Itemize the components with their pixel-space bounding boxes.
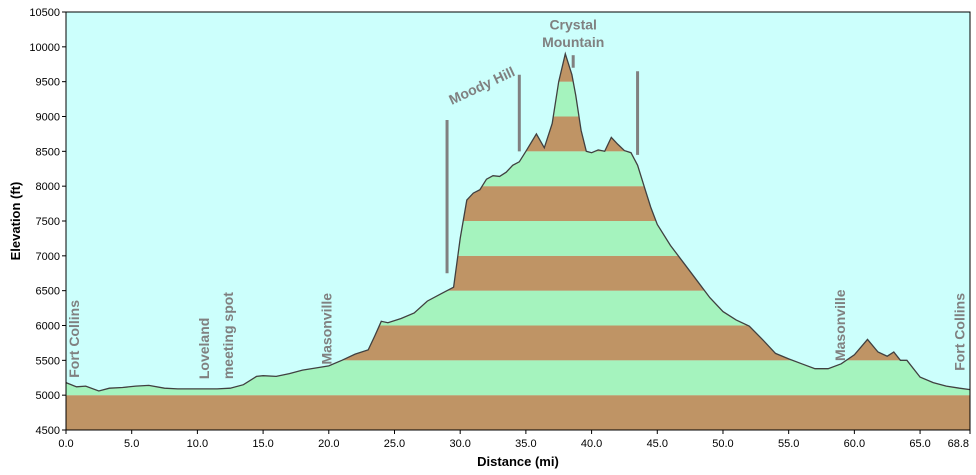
y-axis: 4500 5000 5500 6000 6500 7000 7500 8000 8500 9000…: [29, 7, 66, 437]
x-axis: 0.0 5.0 10.0 15.0 20.0 25.0 30.0 35.0 40.0 45.0 50…: [58, 430, 971, 450]
y-tick-label: 9500: [36, 77, 60, 89]
y-tick-label: 8000: [36, 181, 60, 193]
x-tick-label: 35.0: [515, 438, 536, 450]
y-tick-label: 6000: [36, 321, 60, 333]
x-tick-label: 10.0: [187, 438, 208, 450]
x-tick-label: 15.0: [252, 438, 273, 450]
landmark-label: meeting spot: [220, 292, 236, 379]
x-tick-label: 40.0: [581, 438, 602, 450]
x-tick-label: 55.0: [778, 438, 799, 450]
x-tick-label: 20.0: [318, 438, 339, 450]
x-tick-label: 25.0: [384, 438, 405, 450]
y-tick-label: 8500: [36, 146, 60, 158]
x-tick-label: 45.0: [647, 438, 668, 450]
x-tick-label: 50.0: [712, 438, 733, 450]
y-tick-label: 4500: [36, 425, 60, 437]
x-tick-label: 30.0: [449, 438, 470, 450]
x-tick-label: 60.0: [844, 438, 865, 450]
y-tick-label: 10000: [29, 42, 60, 54]
landmark-annotations: Fort Collins Loveland meeting spot Masonvil…: [66, 16, 968, 379]
y-tick-label: 6500: [36, 286, 60, 298]
y-tick-label: 7000: [36, 251, 60, 263]
landmark-label: Loveland: [196, 318, 212, 379]
y-tick-label: 5000: [36, 390, 60, 402]
landmark-label: Masonville: [318, 293, 334, 365]
y-tick-label: 10500: [29, 7, 60, 19]
y-tick-label: 9000: [36, 112, 60, 124]
landmark-label: Fort Collins: [66, 300, 82, 378]
x-tick-label: 5.0: [124, 438, 139, 450]
y-tick-label: 7500: [36, 216, 60, 228]
x-tick-label: 68.8: [948, 438, 969, 450]
x-axis-title: Distance (mi): [477, 454, 559, 469]
x-tick-label: 0.0: [58, 438, 73, 450]
y-axis-title: Elevation (ft): [8, 182, 23, 261]
y-tick-label: 5500: [36, 355, 60, 367]
elevation-band: [66, 395, 970, 430]
landmark-label: Mountain: [542, 34, 604, 50]
landmark-markers: [445, 55, 640, 274]
elevation-profile-line: [65, 51, 971, 392]
landmark-label: Fort Collins: [952, 293, 968, 371]
landmark-label: Crystal: [549, 16, 596, 32]
x-tick-label: 65.0: [909, 438, 930, 450]
landmark-label: Masonville: [832, 289, 848, 361]
